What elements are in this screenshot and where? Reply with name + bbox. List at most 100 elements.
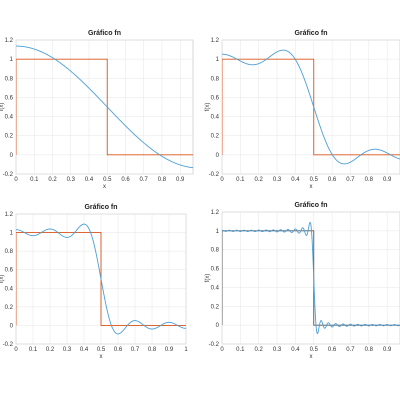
y-tick-label: 0.8 (5, 249, 14, 255)
x-tick-label: 0.6 (114, 347, 123, 353)
x-tick-label: 0.7 (346, 347, 355, 353)
series-step-function (222, 230, 400, 326)
series-fourier-approximation (222, 49, 400, 165)
x-axis-label: x (103, 184, 106, 190)
x-tick-label: 0.7 (140, 177, 149, 183)
chart-panel-3: 0 0.1 0.2 0.3 0.4 0.5 0.6 0.7 0.8 0.9 1-0.200.20.4… (0, 204, 188, 360)
x-tick-label: 0.9 (165, 347, 174, 353)
x-tick-label: 0.2 (48, 177, 57, 183)
x-tick-label: 0.1 (30, 177, 39, 183)
y-tick-label: 0.6 (5, 268, 14, 274)
y-axis-label: f(x) (0, 103, 5, 112)
x-tick-label: 0.8 (158, 177, 167, 183)
y-tick-label: 0.6 (211, 95, 220, 101)
x-tick-label: 0.2 (255, 177, 264, 183)
x-tick-label: 0.8 (148, 347, 157, 353)
chart-title: Gráfico fn (294, 202, 327, 209)
x-tick-label: 0.2 (255, 347, 264, 353)
y-tick-label: 0.2 (211, 304, 220, 310)
chart-title: Gráfico fn (294, 30, 327, 37)
x-tick-label: 0.5 (103, 177, 112, 183)
plot-area (221, 39, 400, 175)
x-tick-label: 0.1 (236, 347, 245, 353)
y-tick-label: 1.2 (211, 38, 220, 44)
x-tick-label: 0 (14, 177, 18, 183)
series-fourier-approximation (16, 45, 193, 169)
x-tick-label: 0.9 (176, 177, 185, 183)
chart-panel-1: 0 0.1 0.2 0.3 0.4 0.5 0.6 0.7 0.8 0.9-0.200.20.40… (0, 30, 194, 190)
x-tick-label: 0.6 (328, 177, 337, 183)
x-tick-label: 0.3 (273, 177, 282, 183)
x-tick-label: 0.6 (328, 347, 337, 353)
y-tick-label: 0.8 (5, 76, 14, 82)
y-tick-label: -0.2 (3, 172, 14, 178)
series-step-function (16, 58, 193, 156)
x-tick-label: 0.7 (131, 347, 140, 353)
y-axis-label: f(x) (0, 275, 5, 284)
y-tick-label: -0.2 (209, 342, 220, 348)
x-tick-label: 0.5 (310, 347, 319, 353)
x-tick-label: 0.5 (97, 347, 106, 353)
y-tick-label: 1.2 (5, 38, 14, 44)
y-tick-label: 0.4 (211, 285, 220, 291)
y-tick-label: 0 (216, 153, 220, 159)
y-tick-label: 0.2 (211, 134, 220, 140)
series-fourier-approximation (16, 223, 186, 335)
chart-title: Gráfico fn (84, 204, 117, 211)
plot-area (221, 211, 400, 345)
x-tick-label: 0.1 (29, 347, 38, 353)
y-tick-label: 0.2 (5, 134, 14, 140)
y-axis-label: f(x) (205, 274, 211, 283)
series-fourier-approximation (222, 221, 400, 335)
x-tick-label: 0.5 (310, 177, 319, 183)
y-tick-label: 1 (10, 231, 14, 237)
x-tick-label: 0.2 (46, 347, 55, 353)
y-tick-label: 0 (10, 323, 14, 329)
x-tick-label: 0 (14, 347, 18, 353)
y-tick-label: 0.2 (5, 305, 14, 311)
x-tick-label: 0.1 (236, 177, 245, 183)
y-tick-label: 1 (216, 57, 220, 63)
y-tick-label: 0.8 (211, 248, 220, 254)
chart-title: Gráfico fn (88, 30, 121, 37)
x-tick-label: 0.3 (67, 177, 76, 183)
y-tick-label: 0.4 (211, 115, 220, 121)
x-tick-label: 0.8 (365, 347, 374, 353)
x-tick-label: 0 (220, 177, 224, 183)
y-tick-label: 1.2 (5, 212, 14, 218)
chart-panel-2: 0 0.1 0.2 0.3 0.4 0.5 0.6 0.7 0.8 0.9-0.200.20.40… (205, 30, 400, 190)
x-tick-label: 0.3 (273, 347, 282, 353)
chart-panel-4: 0 0.1 0.2 0.3 0.4 0.5 0.6 0.7 0.8 0.9-0.200.20.40… (205, 202, 400, 360)
y-axis-label: f(x) (205, 103, 211, 112)
x-axis-label: x (310, 184, 313, 190)
x-tick-label: 0.6 (121, 177, 130, 183)
y-tick-label: 1.2 (211, 210, 220, 216)
x-tick-label: 0 (220, 347, 224, 353)
series-step-function (222, 58, 400, 156)
x-tick-label: 0.8 (365, 177, 374, 183)
x-tick-label: 0.9 (383, 347, 392, 353)
series-step-function (16, 232, 186, 326)
y-tick-label: 0 (216, 323, 220, 329)
y-tick-label: -0.2 (3, 342, 14, 348)
y-tick-label: 0.4 (5, 115, 14, 121)
y-tick-label: 0.6 (5, 95, 14, 101)
plot-area (15, 39, 194, 175)
x-tick-label: 0.4 (85, 177, 94, 183)
y-tick-label: 0 (10, 153, 14, 159)
y-tick-label: -0.2 (209, 172, 220, 178)
x-tick-label: 0.3 (63, 347, 72, 353)
x-tick-label: 0.4 (291, 177, 300, 183)
x-tick-label: 0.7 (346, 177, 355, 183)
x-axis-label: x (310, 354, 313, 360)
y-tick-label: 0.8 (211, 76, 220, 82)
y-tick-label: 1 (216, 229, 220, 235)
y-tick-label: 1 (10, 57, 14, 63)
x-axis-label: x (100, 354, 103, 360)
x-tick-label: 0.9 (383, 177, 392, 183)
x-tick-label: 1 (184, 347, 188, 353)
y-tick-label: 0.6 (211, 267, 220, 273)
y-tick-label: 0.4 (5, 286, 14, 292)
x-tick-label: 0.4 (80, 347, 89, 353)
